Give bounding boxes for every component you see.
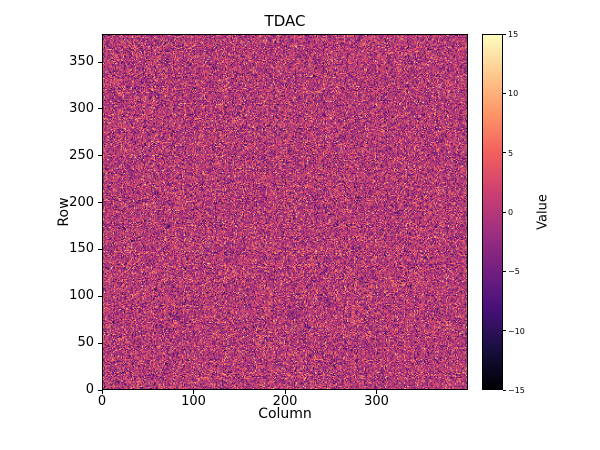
x-tick-label: 200 bbox=[272, 394, 298, 409]
colorbar-tick-mark bbox=[503, 389, 506, 391]
y-tick-mark bbox=[98, 202, 102, 204]
y-tick-mark bbox=[98, 61, 102, 63]
y-tick-label: 100 bbox=[69, 288, 94, 304]
colorbar-tick-label: 15 bbox=[508, 30, 519, 39]
y-tick-label: 150 bbox=[69, 241, 94, 257]
y-tick-mark bbox=[98, 295, 102, 297]
colorbar-tick-label: −5 bbox=[508, 267, 520, 277]
heatmap-canvas bbox=[103, 35, 467, 389]
x-tick-mark bbox=[284, 390, 286, 394]
y-tick-label: 0 bbox=[85, 382, 94, 397]
x-tick-label: 300 bbox=[364, 394, 389, 409]
colorbar-tick-mark bbox=[503, 33, 506, 35]
y-tick-label: 300 bbox=[69, 100, 94, 116]
y-tick-label: 50 bbox=[77, 335, 94, 351]
y-tick-mark bbox=[98, 108, 102, 110]
colorbar-tick-mark bbox=[503, 211, 506, 213]
colorbar-tick-mark bbox=[503, 92, 506, 94]
colorbar-tick-mark bbox=[503, 270, 506, 272]
y-tick-label: 250 bbox=[69, 147, 94, 163]
x-tick-mark bbox=[193, 390, 194, 394]
colorbar-tick-mark bbox=[503, 330, 506, 332]
x-tick-label: 0 bbox=[97, 394, 107, 409]
chart-title: TDAC bbox=[264, 12, 306, 30]
x-axis-label: Column bbox=[258, 406, 312, 422]
y-tick-label: 350 bbox=[69, 54, 94, 70]
colorbar-tick-label: −15 bbox=[508, 386, 525, 395]
colorbar bbox=[482, 34, 503, 390]
x-tick-label: 100 bbox=[181, 394, 206, 409]
x-tick-mark bbox=[101, 390, 103, 394]
y-tick-mark bbox=[98, 389, 102, 391]
plot-area bbox=[102, 34, 468, 390]
colorbar-gradient bbox=[483, 35, 502, 389]
y-tick-mark bbox=[98, 342, 102, 344]
colorbar-tick-label: 0 bbox=[508, 208, 514, 217]
colorbar-tick-label: 5 bbox=[508, 148, 514, 158]
colorbar-label: Value bbox=[535, 194, 551, 230]
colorbar-tick-label: −10 bbox=[508, 326, 525, 336]
x-tick-mark bbox=[376, 390, 377, 394]
colorbar-tick-mark bbox=[503, 152, 506, 154]
y-tick-mark bbox=[98, 155, 102, 157]
y-tick-mark bbox=[98, 248, 102, 250]
y-tick-label: 200 bbox=[69, 194, 94, 210]
colorbar-tick-label: 10 bbox=[508, 89, 519, 99]
